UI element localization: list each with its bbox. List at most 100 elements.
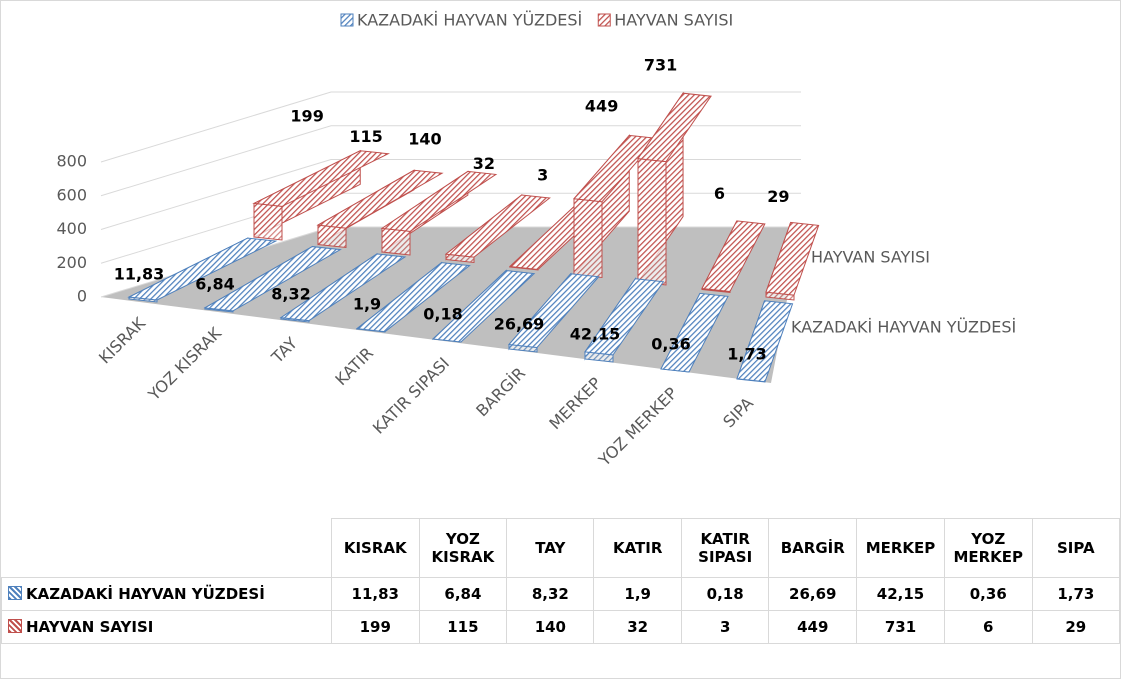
bar: [444, 194, 551, 264]
x-tick-label: BARGİR: [472, 364, 529, 421]
data-label: 140: [408, 129, 441, 148]
data-label: 115: [349, 127, 382, 146]
table-cell: 3: [680, 610, 770, 644]
legend-label: KAZADAKİ HAYVAN YÜZDESİ: [357, 11, 582, 30]
table-cell: 42,15: [856, 577, 945, 611]
data-label: 1,9: [353, 295, 381, 314]
table-cell: 1,9: [593, 577, 682, 611]
table-header-cell: YOZ KISRAK: [418, 518, 508, 578]
table-header-cell: BARGİR: [768, 518, 858, 578]
data-label: 6: [714, 184, 725, 203]
table-series-cell: HAYVAN SAYISI: [1, 610, 332, 644]
bar: [279, 253, 407, 323]
bar-top: [660, 292, 729, 373]
bar-front: [317, 224, 347, 249]
bar: [316, 169, 444, 249]
bar-top: [316, 169, 444, 229]
data-label: 32: [473, 154, 495, 173]
bar-top: [127, 237, 278, 301]
data-label: 8,32: [271, 285, 310, 304]
bar: [736, 300, 794, 383]
data-label: 42,15: [570, 325, 621, 344]
table-header-cell: MERKEP: [856, 518, 945, 578]
bar: [431, 269, 536, 343]
bar-top: [380, 170, 498, 232]
table-cell: 6,84: [418, 577, 508, 611]
data-label: 0,36: [651, 335, 690, 354]
bar-top: [355, 262, 471, 333]
table-cell: 140: [506, 610, 595, 644]
legend-label: HAYVAN SAYISI: [614, 11, 733, 30]
table-cell: 199: [330, 610, 420, 644]
table-header-cell: KATIR SIPASI: [680, 518, 770, 578]
x-tick-label: SIPA: [719, 394, 757, 432]
table-header-cell: KISRAK: [330, 518, 420, 578]
legend-key: [8, 619, 22, 633]
grid-line: [100, 125, 801, 197]
bar: [380, 170, 498, 256]
table-row: KAZADAKİ HAYVAN YÜZDESİ 11,83 6,84 8,32 1,9 0…: [1, 577, 1120, 611]
data-label: 3: [537, 165, 548, 184]
x-tick-label: KATIR: [331, 344, 377, 390]
table-header-cell: SIPA: [1031, 518, 1120, 578]
bar: [660, 292, 729, 373]
table-cell: 1,73: [1031, 577, 1120, 611]
depth-label: KAZADAKİ HAYVAN YÜZDESİ: [791, 318, 1016, 337]
bar-front: [381, 227, 411, 256]
data-label: 6,84: [195, 275, 234, 294]
table-header-cell: KATIR: [593, 518, 682, 578]
bar-top: [431, 270, 536, 343]
table-series-cell: KAZADAKİ HAYVAN YÜZDESİ: [1, 577, 332, 611]
bar: [355, 261, 471, 333]
bar: [584, 277, 665, 363]
bar-top: [444, 194, 551, 258]
legend-key: [340, 13, 354, 27]
bar: [637, 91, 712, 286]
table-cell: 29: [1031, 610, 1120, 644]
table-series-name: KAZADAKİ HAYVAN YÜZDESİ: [26, 585, 265, 603]
data-label: 449: [585, 97, 618, 116]
legend-key: [597, 13, 611, 27]
table-cell: 32: [593, 610, 682, 644]
table-cell: 6: [943, 610, 1033, 644]
legend-key: [8, 586, 22, 600]
x-tick-label: MERKEP: [545, 373, 605, 433]
bar-front: [253, 202, 283, 241]
data-label: 0,18: [423, 305, 462, 324]
table-cell: 0,36: [943, 577, 1033, 611]
y-tick-label: 400: [56, 219, 87, 238]
y-tick-label: 200: [56, 253, 87, 272]
bar-front: [637, 158, 667, 286]
bar-top: [203, 246, 342, 312]
table-header-cell: TAY: [506, 518, 595, 578]
bar-top: [507, 273, 600, 349]
data-label: 26,69: [494, 315, 545, 334]
chart: KAZADAKİ HAYVAN YÜZDESİ HAYVAN SAYISI 0 200…: [56, 11, 1016, 471]
bar: [507, 272, 600, 353]
data-label: 199: [290, 107, 323, 126]
table-cell: 8,32: [506, 577, 595, 611]
bar-top: [701, 220, 766, 293]
bar-front: [573, 198, 603, 279]
table-series-name: HAYVAN SAYISI: [26, 618, 154, 636]
table-cell: 26,69: [768, 577, 858, 611]
table-cell: 731: [856, 610, 945, 644]
table-header: KISRAK YOZ KISRAK TAY KATIR KATIR SIPASI BARG…: [1, 518, 1120, 578]
bar: [701, 220, 766, 294]
x-tick-label: KATIR SIPASI: [369, 354, 453, 438]
x-tick-label: TAY: [267, 333, 301, 367]
x-tick-label: YOZ KISRAK: [144, 323, 226, 405]
table-cell: 449: [768, 610, 858, 644]
legend: KAZADAKİ HAYVAN YÜZDESİ HAYVAN SAYISI: [340, 11, 733, 30]
bar: [127, 237, 278, 303]
bar-top: [279, 253, 407, 322]
y-tick-label: 0: [77, 287, 87, 306]
floor: [101, 227, 801, 383]
y-tick-label: 600: [56, 185, 87, 204]
depth-label: HAYVAN SAYISI: [811, 248, 930, 267]
table-cell: 115: [418, 610, 508, 644]
bar-top: [584, 278, 665, 356]
table-corner: [1, 518, 332, 578]
data-table: KISRAK YOZ KISRAK TAY KATIR KATIR SIPASI BARG…: [1, 518, 1120, 644]
